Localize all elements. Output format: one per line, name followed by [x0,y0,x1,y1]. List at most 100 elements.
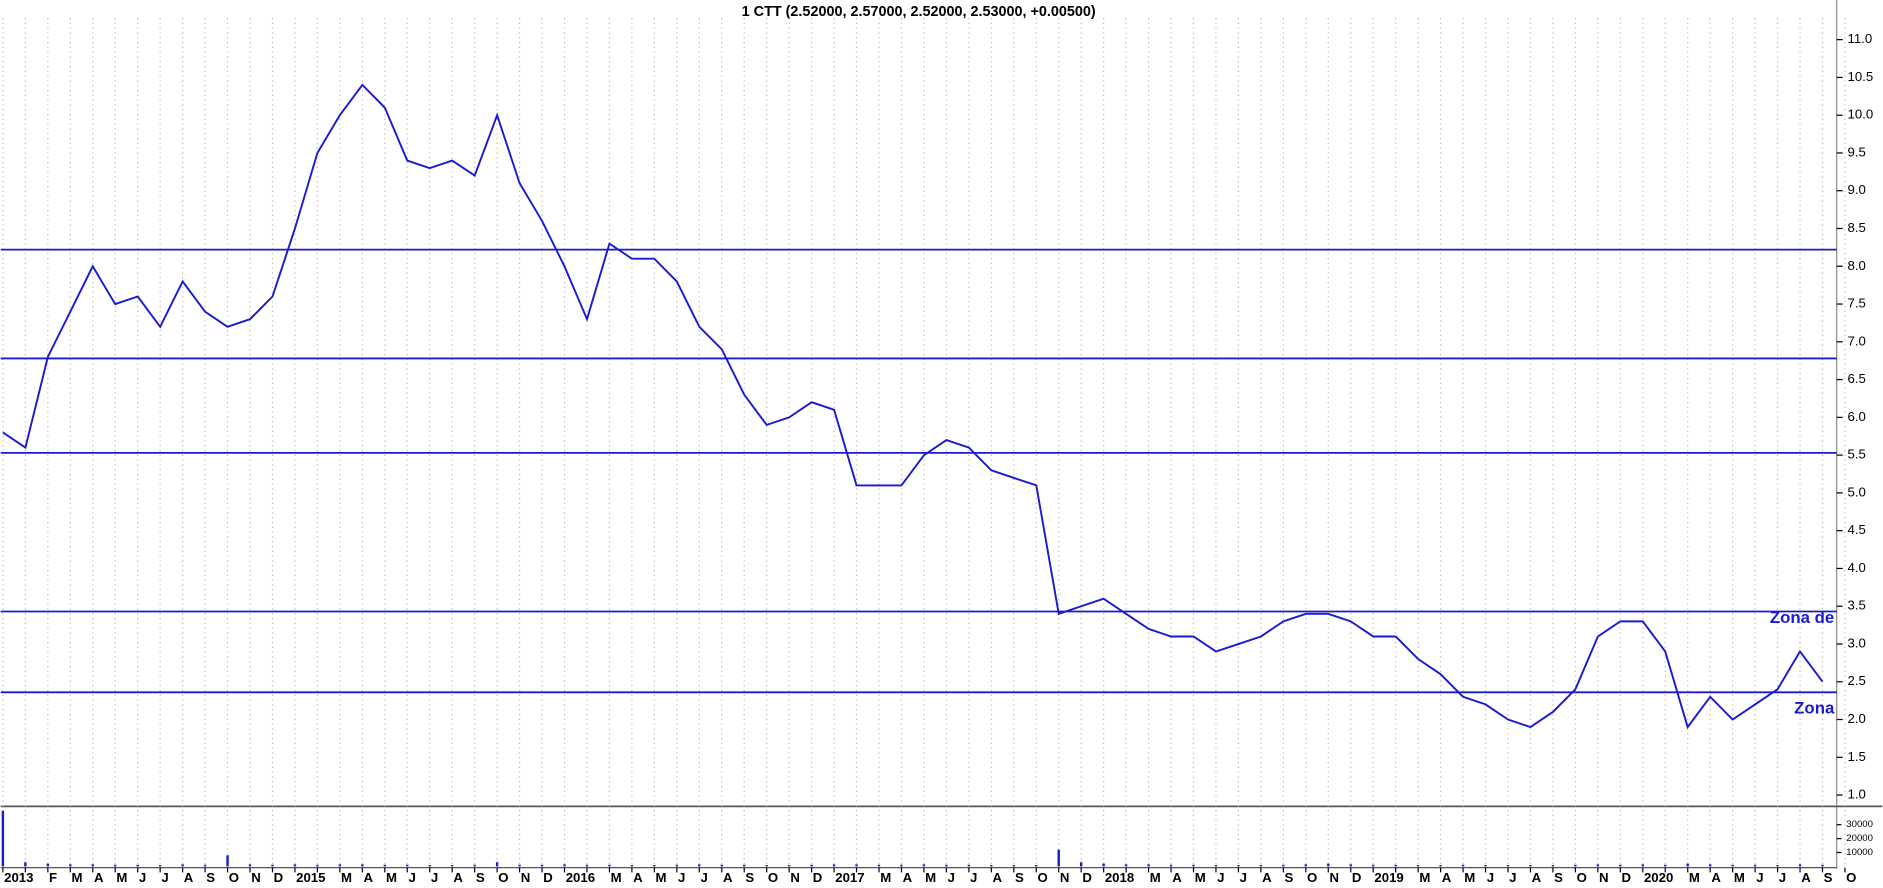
x-tick-label: S [745,870,754,885]
y-tick-label: 7.5 [1848,296,1866,311]
volume-bar [1147,864,1150,867]
x-tick-label: J [1779,870,1786,885]
volume-bar [1282,864,1285,867]
y-tick-label: 9.0 [1848,182,1866,197]
y-tick-label: 8.5 [1848,220,1866,235]
x-tick-label: M [880,870,891,885]
volume-bar [473,864,476,867]
volume-bar [136,864,139,867]
y-tick-label: 1.0 [1848,787,1866,802]
volume-bar [406,864,409,867]
volume-bar [1237,865,1240,867]
volume-bar [877,864,881,867]
volume-tick-label: 20000 [1846,833,1873,844]
x-tick-label: A [1532,870,1542,885]
y-tick-label: 9.5 [1848,144,1866,159]
x-tick-label: O [1577,870,1587,885]
volume-bar [1529,865,1532,867]
volume-bar [720,864,723,867]
x-tick-label: S [1554,870,1563,885]
volume-bar [383,864,386,867]
x-tick-label: J [408,870,415,885]
volume-bar [181,864,184,867]
volume-bar [338,864,342,867]
volume-bar [1641,864,1644,867]
volume-bar [1,810,5,867]
x-tick-label: O [229,870,239,885]
x-tick-label: J [1509,870,1516,885]
x-tick-label: D [813,870,823,885]
volume-bar [1169,864,1173,867]
volume-tick-label: 30000 [1846,819,1873,830]
x-tick-label: J [1756,870,1763,885]
x-tick-label: O [498,870,508,885]
x-tick-label: A [723,870,733,885]
volume-bar [271,864,274,867]
y-tick-label: 1.5 [1848,749,1866,764]
volume-bar [1079,862,1083,867]
volume-bar [743,864,746,867]
x-tick-label: M [1464,870,1475,885]
volume-bar [226,855,229,867]
x-tick-label: S [476,870,485,885]
x-tick-label: A [1172,870,1182,885]
y-tick-label: 5.0 [1848,484,1866,499]
annotation: Zona [1794,699,1835,718]
volume-bar [518,864,521,867]
volume-bar [787,865,791,867]
volume-bar [114,864,117,867]
volume-bar [1304,864,1308,867]
volume-bar [1664,864,1667,867]
volume-bar [855,864,858,867]
y-tick-label: 6.0 [1848,409,1866,424]
volume-bar [1708,864,1712,867]
x-tick-label: J [139,870,146,885]
volume-bar [1776,865,1779,867]
volume-bar [832,864,836,867]
x-tick-label: M [1689,870,1700,885]
y-tick-label: 11.0 [1848,31,1873,46]
x-tick-label: N [521,870,531,885]
y-tick-label: 3.0 [1848,635,1866,650]
x-tick-label: M [341,870,352,885]
x-tick-label: A [1262,870,1272,885]
x-tick-label: F [49,870,57,885]
x-tick-label: M [1195,870,1206,885]
volume-bar [698,864,701,867]
x-tick-label: M [386,870,397,885]
volume-bar [158,865,162,867]
x-tick-label: D [1352,870,1362,885]
volume-bar [608,864,611,867]
volume-bar [1753,864,1757,867]
x-tick-label: 2020 [1644,870,1673,885]
x-tick-label: 2015 [296,870,325,885]
volume-bar [1057,849,1060,867]
volume-bar [585,864,589,867]
x-tick-label: O [768,870,778,885]
volume-bar [1574,864,1577,867]
x-tick-label: J [161,870,168,885]
volume-bar [653,865,656,867]
volume-bar [428,865,431,867]
volume-bar [1012,865,1015,867]
x-tick-label: 2013 [4,870,33,885]
x-tick-label: N [251,870,261,885]
x-tick-label: S [1015,870,1024,885]
x-tick-label: A [364,870,374,885]
volume-bar [1731,864,1734,867]
x-tick-label: M [1419,870,1430,885]
volume-bar [1439,865,1442,867]
volume-bar [630,865,634,867]
volume-bar [1259,865,1263,867]
x-tick-label: N [1060,870,1070,885]
volume-bar [1686,863,1689,867]
volume-tick-label: 10000 [1846,847,1873,858]
volume-bar [91,864,94,867]
volume-bar [1619,864,1622,867]
x-tick-label: M [656,870,667,885]
volume-bar [922,864,926,867]
volume-bar [1394,864,1397,867]
volume-bar [1416,865,1420,867]
volume-bar [990,865,993,867]
